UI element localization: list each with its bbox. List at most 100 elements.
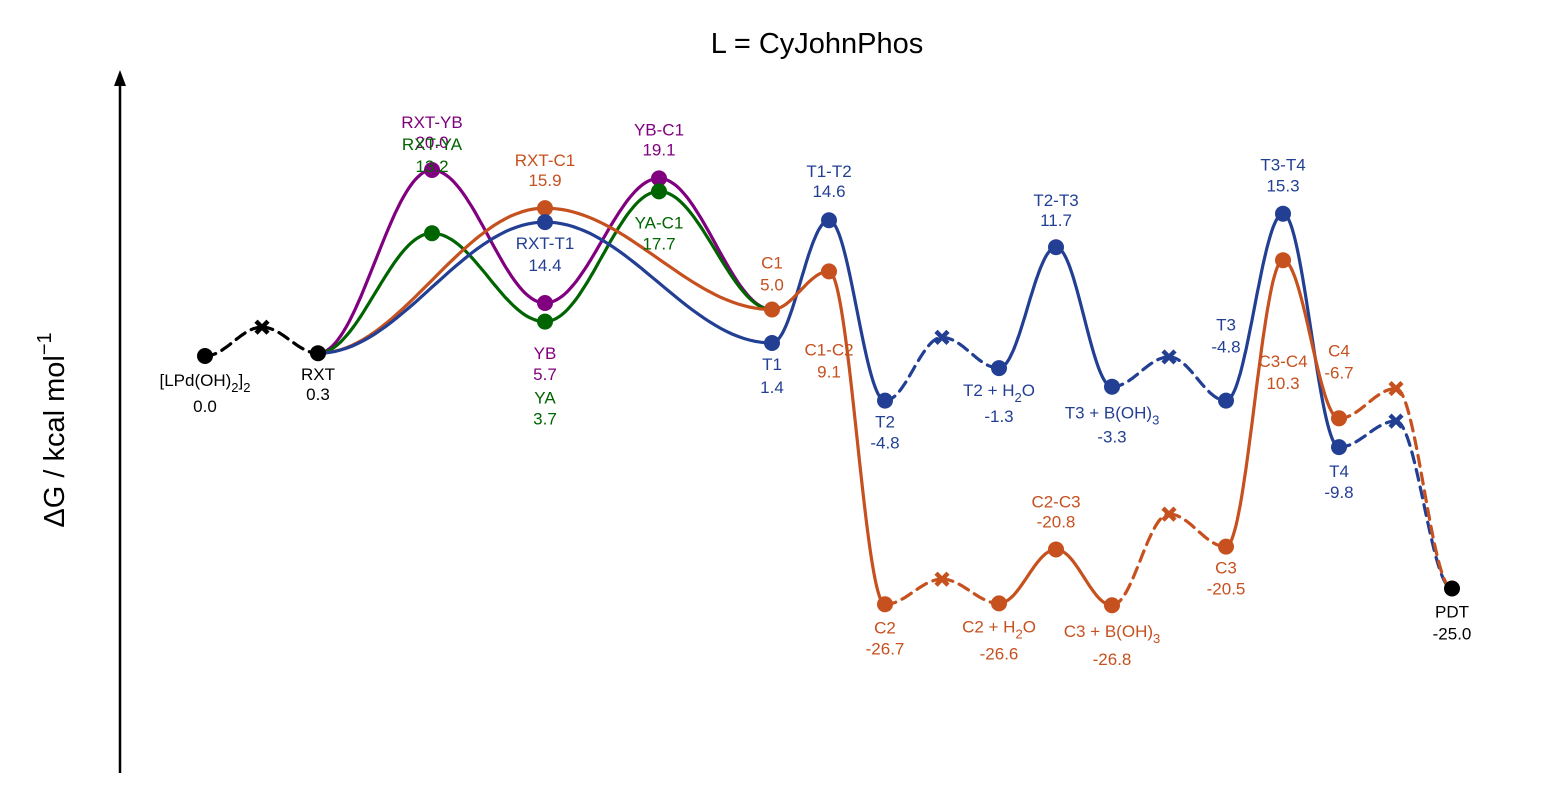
point-marker-rxtyb xyxy=(424,162,440,178)
segment-c2c3-c3b xyxy=(1054,547,1114,607)
point-marker-c2 xyxy=(877,596,893,613)
cross-marker-xc1 xyxy=(934,571,950,587)
label-value-c3c4: 10.3 xyxy=(1266,374,1299,393)
point-marker-c3c4 xyxy=(1275,252,1291,269)
svg-text:ΔG / kcal mol−1: ΔG / kcal mol−1 xyxy=(34,332,71,527)
label-name-t1t2: T1-T2 xyxy=(806,162,851,181)
label-name-c3c4: C3-C4 xyxy=(1258,352,1307,371)
label-value-yac1: 17.7 xyxy=(642,234,675,253)
label-value-t3t4: 15.3 xyxy=(1266,177,1299,196)
point-marker-t2 xyxy=(877,392,893,409)
point-marker-t3b xyxy=(1104,378,1120,395)
label-value-c2: -26.7 xyxy=(866,639,905,658)
segment-ya-yac1 xyxy=(543,189,661,324)
label-name-c2h: C2 + H2O xyxy=(962,617,1036,641)
point-marker-c2c3 xyxy=(1048,541,1064,558)
label-name-ybc1: YB-C1 xyxy=(634,120,684,139)
point-marker-c2h xyxy=(991,595,1007,612)
label-value-t3b: -3.3 xyxy=(1097,428,1126,447)
segment-c3-c3c4 xyxy=(1224,258,1285,549)
label-name-ya: YA xyxy=(534,389,556,408)
label-name-t2t3: T2-T3 xyxy=(1033,191,1078,210)
label-value-t2: -4.8 xyxy=(870,434,899,453)
label-name-t2h: T2 + H2O xyxy=(963,381,1035,405)
label-value-t4: -9.8 xyxy=(1324,483,1353,502)
label-value-t2t3: 11.7 xyxy=(1040,211,1072,230)
point-marker-c3b xyxy=(1104,597,1120,614)
segment-c3c4-c4 xyxy=(1281,258,1341,420)
y-axis xyxy=(114,70,126,773)
point-marker-c3 xyxy=(1218,538,1234,555)
segment-t2t3-t3b xyxy=(1054,245,1114,389)
segment-xt1-t2h xyxy=(940,335,1001,370)
segment-t1-t1t2 xyxy=(770,218,831,345)
cross-marker-xt3 xyxy=(1388,413,1404,429)
segment-c2-xc1 xyxy=(883,577,944,606)
segment-xc1-c2h xyxy=(940,577,1001,605)
point-marker-c4 xyxy=(1331,410,1347,427)
segment-xt3-pdt xyxy=(1394,419,1454,591)
segment-rxtya-ya xyxy=(430,231,547,324)
label-value-c3b: -26.8 xyxy=(1093,650,1132,669)
label-value-ybc1: 19.1 xyxy=(642,140,675,159)
label-value-c3: -20.5 xyxy=(1207,580,1246,599)
label-value-pdt: -25.0 xyxy=(1433,625,1472,644)
label-value-rxt: 0.3 xyxy=(306,385,330,404)
point-marker-pdt xyxy=(1444,580,1460,597)
point-marker-t1 xyxy=(764,334,780,351)
label-value-t1: 1.4 xyxy=(760,378,784,397)
point-marker-yb xyxy=(537,294,553,311)
label-name-t1: T1 xyxy=(762,355,782,374)
label-name-p0: [LPd(OH)2]2 xyxy=(160,371,251,395)
label-value-rxtc1: 15.9 xyxy=(528,171,561,190)
cross-marker-xt1 xyxy=(934,329,950,345)
point-marker-rxtt1 xyxy=(537,214,553,231)
point-marker-rxt xyxy=(310,345,326,362)
label-name-yac1: YA-C1 xyxy=(635,213,684,232)
label-value-c2c3: -20.8 xyxy=(1037,512,1076,531)
label-name-c3: C3 xyxy=(1215,559,1237,578)
segment-rxt-rxtyb xyxy=(316,168,434,355)
segment-rxtyb-yb xyxy=(430,168,547,305)
label-name-c2: C2 xyxy=(874,618,896,637)
label-name-pdt: PDT xyxy=(1435,603,1469,622)
y-axis-label-text: ΔG / kcal mol xyxy=(39,355,71,527)
label-name-rxtya: RXT-YA xyxy=(402,135,463,154)
label-name-rxtyb: RXT-YB xyxy=(401,113,462,132)
label-value-t1t2: 14.6 xyxy=(812,182,845,201)
cross-marker-xt2 xyxy=(1161,349,1177,365)
point-marker-rxtc1 xyxy=(537,200,553,217)
cross-marker-xc2 xyxy=(1161,506,1177,522)
segment-t1t2-t2 xyxy=(827,218,887,403)
segment-rxtc1-c1 xyxy=(543,206,774,312)
point-marker-rxtya xyxy=(424,225,440,242)
segment-p0-x0 xyxy=(203,325,264,358)
label-name-rxtt1: RXT-T1 xyxy=(516,234,575,253)
label-name-t2: T2 xyxy=(875,413,895,432)
point-marker-c1 xyxy=(764,301,780,318)
point-marker-t4 xyxy=(1331,439,1347,456)
y-axis-label-exponent: −1 xyxy=(34,332,56,355)
segment-x0-rxt xyxy=(260,325,320,355)
segment-c3b-xc2 xyxy=(1110,512,1171,607)
y-axis-label: ΔG / kcal mol−1 xyxy=(34,332,71,527)
segment-t2-xt1 xyxy=(883,335,944,403)
label-value-t3: -4.8 xyxy=(1211,338,1240,357)
point-marker-yac1 xyxy=(651,183,667,200)
point-marker-t3 xyxy=(1218,392,1234,409)
segment-xt2-t3 xyxy=(1167,355,1228,403)
segment-xc2-c3 xyxy=(1167,512,1228,549)
label-name-t3: T3 xyxy=(1216,316,1236,335)
label-value-rxtt1: 14.4 xyxy=(528,256,561,275)
label-name-t3t4: T3-T4 xyxy=(1260,156,1305,175)
segment-xc3-pdt xyxy=(1394,387,1454,591)
label-name-rxtc1: RXT-C1 xyxy=(515,151,575,170)
label-value-ya: 3.7 xyxy=(533,410,557,429)
point-marker-t3t4 xyxy=(1275,205,1291,222)
point-marker-p0 xyxy=(197,348,213,364)
segment-c1-c1c2 xyxy=(770,269,831,312)
label-value-c2h: -26.6 xyxy=(980,644,1019,663)
segment-c2h-c2c3 xyxy=(997,547,1058,605)
point-marker-ya xyxy=(537,313,553,330)
point-marker-c1c2 xyxy=(821,263,837,280)
